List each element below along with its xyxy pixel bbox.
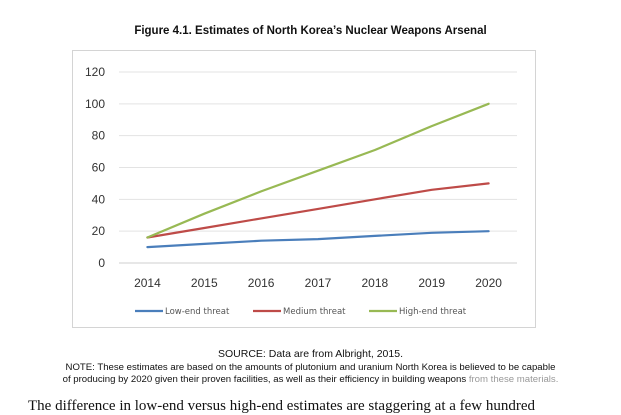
y-tick-label: 20 <box>92 224 106 238</box>
series-line-2 <box>146 182 490 239</box>
legend-label-2: Medium threat <box>283 307 346 317</box>
legend-label-1: Low-end threat <box>165 307 230 317</box>
legend: Low-end threat Medium threat High-end thre… <box>135 307 467 317</box>
gridlines <box>119 71 517 264</box>
series-line-3 <box>146 102 490 239</box>
line-chart: 0 20 40 60 80 100 120 2014 2015 2016 2017 2018 2019… <box>85 65 517 317</box>
y-tick-label: 60 <box>92 161 106 175</box>
note-line-2: of producing by 2020 given their proven … <box>0 374 621 386</box>
y-tick-label: 120 <box>85 65 105 79</box>
x-tick-label: 2016 <box>248 276 275 290</box>
source-note: SOURCE: Data are from Albright, 2015. <box>218 348 403 360</box>
x-axis-ticks: 2014 2015 2016 2017 2018 2019 2020 <box>134 276 502 290</box>
x-tick-label: 2019 <box>418 276 445 290</box>
y-tick-label: 100 <box>85 97 105 111</box>
figure-title: Figure 4.1. Estimates of North Korea’s N… <box>134 25 487 37</box>
note-line-1: NOTE: These estimates are based on the a… <box>65 362 556 373</box>
y-axis-ticks: 0 20 40 60 80 100 120 <box>85 65 105 270</box>
x-tick-label: 2017 <box>305 276 332 290</box>
body-text-cutoff: The difference in low-end versus high-en… <box>28 398 536 414</box>
x-tick-label: 2015 <box>191 276 218 290</box>
x-tick-label: 2014 <box>134 276 161 290</box>
x-tick-label: 2018 <box>362 276 389 290</box>
series-line-1 <box>146 230 490 249</box>
series-lines <box>146 102 490 249</box>
note-line-2-main: of producing by 2020 given their proven … <box>62 374 469 385</box>
y-tick-label: 0 <box>98 256 105 270</box>
y-tick-label: 80 <box>92 129 106 143</box>
note-text: NOTE: These estimates are based on the a… <box>0 362 621 386</box>
x-tick-label: 2020 <box>475 276 502 290</box>
y-tick-label: 40 <box>92 192 106 206</box>
chart-frame: 0 20 40 60 80 100 120 2014 2015 2016 2017 2018 2019… <box>72 50 536 328</box>
note-line-2-faded: from these materials. <box>468 374 559 385</box>
legend-label-3: High-end threat <box>399 307 467 317</box>
